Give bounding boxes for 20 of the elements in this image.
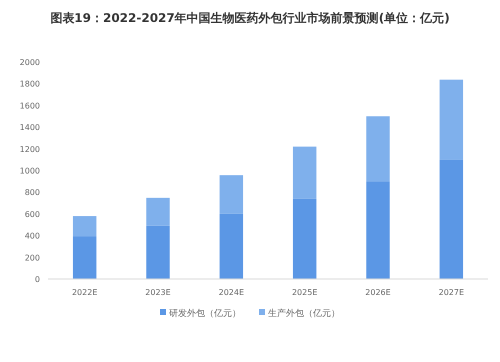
x-tick-label: 2026E [365,288,391,297]
x-tick-label: 2027E [438,288,464,297]
x-tick-label: 2022E [72,288,98,297]
x-tick-label: 2023E [145,288,171,297]
x-tick-label: 2024E [218,288,244,297]
y-tick-label: 1200 [20,144,40,154]
y-tick-label: 600 [24,210,40,219]
y-tick-label: 800 [24,188,40,198]
y-tick-label: 0 [34,275,40,284]
y-tick-label: 1800 [20,80,40,89]
y-tick-label: 1400 [20,123,40,132]
legend-label: 生产外包（亿元） [268,308,340,319]
chart-title: 图表19：2022-2027年中国生物医药外包行业市场前景预测(单位：亿元) [50,11,450,25]
y-tick-label: 1000 [20,166,40,176]
y-tick-label: 2000 [20,58,40,67]
legend-label: 研发外包（亿元） [169,308,241,319]
y-tick-label: 400 [24,232,40,241]
y-tick-label: 200 [24,253,40,262]
y-tick-label: 1600 [20,101,40,110]
x-tick-label: 2025E [292,288,318,297]
